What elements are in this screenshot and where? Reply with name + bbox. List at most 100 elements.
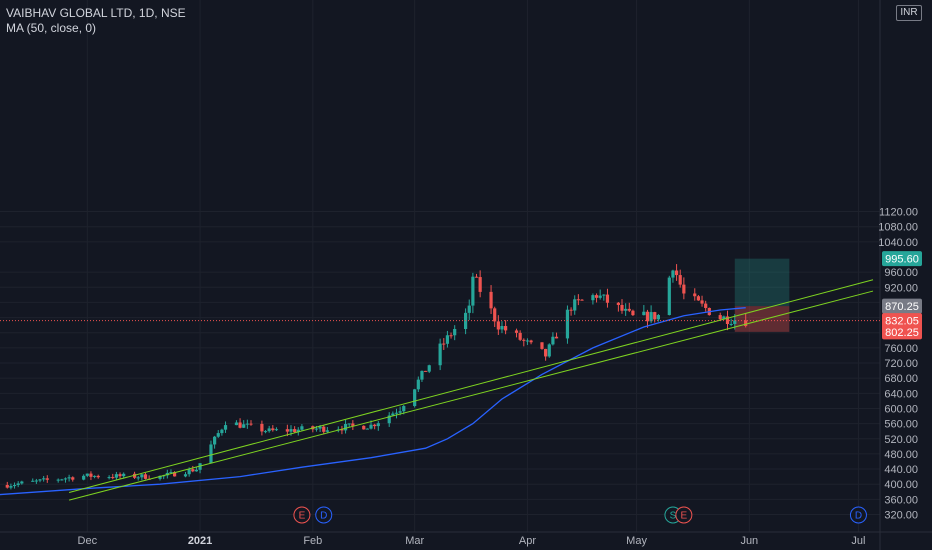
candle [565, 305, 570, 344]
candle [140, 473, 144, 481]
price-tick-label: 720.00 [884, 358, 918, 370]
event-badge-label: E [681, 511, 688, 522]
candle [656, 314, 660, 322]
event-badge-circle [675, 506, 693, 524]
event-badge-circle [849, 506, 867, 524]
candle-body [136, 477, 140, 479]
price-tick-label: 1040.00 [878, 237, 918, 249]
time-axis[interactable]: Dec 2021 Feb Mar Apr May Jun Jul [78, 535, 866, 547]
candle [682, 277, 686, 300]
candle-body [194, 469, 199, 472]
candle-body [504, 326, 508, 331]
candle-body [467, 305, 471, 313]
candle [504, 320, 508, 335]
trendlines[interactable] [68, 279, 874, 501]
candle-body [60, 479, 64, 481]
candle [67, 474, 71, 482]
candle [300, 424, 304, 431]
candle [82, 474, 86, 481]
candle-body [540, 342, 544, 349]
candle [602, 294, 606, 301]
price-tag: 870.25 [882, 298, 922, 314]
event-badge: E [675, 506, 693, 524]
candle-body [5, 484, 9, 488]
candle-body [427, 365, 431, 372]
candle [573, 295, 577, 315]
candle [322, 425, 326, 435]
price-tick-label: 1120.00 [879, 207, 918, 219]
price-tag-bg [882, 298, 922, 314]
candle-body [293, 429, 297, 433]
candle [173, 471, 177, 477]
price-tick-label: 600.00 [884, 403, 918, 415]
price-tag: 995.60 [882, 251, 922, 267]
candle-body [376, 423, 380, 427]
candle-body [598, 295, 602, 298]
candle [620, 299, 624, 314]
candle-body [718, 315, 722, 320]
candle-body [351, 423, 355, 426]
long-position-zone[interactable] [734, 258, 790, 332]
currency-badge[interactable]: INR [896, 5, 922, 21]
candle-body [42, 478, 46, 480]
candle [453, 325, 457, 341]
candle [540, 342, 544, 350]
candle [645, 309, 650, 328]
event-badge: D [849, 506, 867, 524]
candle [209, 440, 213, 464]
candle [518, 330, 522, 342]
candle-body [209, 444, 213, 464]
candle-body [85, 473, 89, 476]
candle-body [700, 300, 704, 304]
candle [529, 339, 533, 345]
candle-body [63, 478, 68, 480]
candle-body [343, 424, 348, 431]
candle [420, 370, 424, 382]
chart-legend[interactable]: VAIBHAV GLOBAL LTD, 1D, NSE MA (50, clos… [6, 6, 186, 36]
event-badge-label: D [855, 511, 862, 522]
candle [413, 388, 417, 408]
price-tick-label: 360.00 [884, 494, 918, 506]
candle-body [89, 473, 93, 477]
candle-body [449, 335, 453, 337]
candle-body [111, 477, 115, 479]
candle [63, 477, 68, 483]
candle [423, 370, 428, 372]
candle-body [733, 320, 737, 324]
candle [696, 294, 700, 301]
candle-body [474, 276, 479, 278]
candle-body [514, 330, 519, 333]
candle-body [402, 406, 406, 412]
event-badge-label: S [670, 511, 677, 522]
candle-body [682, 284, 686, 294]
moving-average-line [0, 307, 746, 496]
candle [263, 430, 268, 434]
candle-body [238, 422, 242, 428]
price-tick-label: 1080.00 [878, 222, 918, 234]
candle-body [569, 309, 573, 311]
symbol-title[interactable]: VAIBHAV GLOBAL LTD, 1D, NSE [6, 6, 186, 20]
candle [325, 427, 329, 434]
candle-body [645, 311, 650, 322]
candle-body [631, 310, 635, 316]
candle [394, 408, 399, 419]
candle [438, 338, 442, 371]
candle [34, 478, 38, 484]
candle-body [140, 474, 144, 478]
candle-body [249, 423, 253, 425]
trendline [68, 290, 874, 501]
candle [725, 310, 730, 331]
candle [605, 288, 610, 308]
candle [16, 481, 20, 488]
candle-body [493, 308, 497, 322]
candle [416, 376, 420, 393]
candle [544, 348, 548, 361]
candle [45, 475, 49, 483]
candle-body [245, 423, 249, 425]
candle-body [674, 270, 679, 276]
indicator-title[interactable]: MA (50, close, 0) [6, 21, 97, 35]
candle [216, 430, 220, 438]
price-tick-label: 680.00 [884, 373, 918, 385]
